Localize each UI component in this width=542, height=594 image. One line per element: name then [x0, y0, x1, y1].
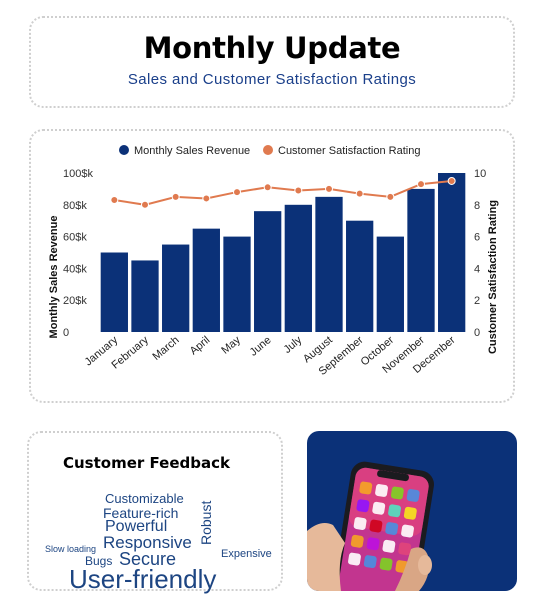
- bar: [346, 220, 374, 332]
- legend-label-satisfaction: Customer Satisfaction Rating: [278, 145, 420, 157]
- x-tick-label: June: [248, 334, 274, 359]
- header-card: Monthly Update Sales and Customer Satisf…: [29, 16, 515, 108]
- x-tick-label: May: [219, 334, 243, 357]
- y-tick-label-right: 0: [474, 327, 480, 339]
- bar: [407, 188, 435, 332]
- bar: [254, 211, 282, 332]
- bar: [376, 236, 404, 332]
- y-axis-left: 0 20$k 40$k 60$k 80$k 100$k: [63, 168, 93, 339]
- y-tick-label-right: 2: [474, 295, 480, 307]
- chart-legend: Monthly Sales Revenue Customer Satisfact…: [119, 145, 420, 157]
- word-responsive: Responsive: [103, 533, 192, 552]
- bar: [192, 228, 220, 332]
- line-point: [233, 188, 241, 197]
- bar: [223, 236, 251, 332]
- bar: [438, 173, 466, 332]
- word-robust: Robust: [198, 500, 214, 545]
- legend-marker-satisfaction: [263, 145, 273, 155]
- word-powerful: Powerful: [105, 518, 168, 535]
- bar: [162, 244, 190, 332]
- y-tick-label-right: 4: [474, 263, 480, 275]
- line-point: [355, 189, 364, 198]
- y-tick-label-right: 8: [474, 200, 480, 212]
- bar: [284, 204, 312, 332]
- word-bugs: Bugs: [85, 554, 113, 568]
- x-tick-label: April: [188, 334, 213, 357]
- x-tick-label: July: [282, 334, 305, 356]
- bar: [100, 252, 128, 332]
- line-point: [171, 192, 180, 201]
- line-point: [447, 176, 456, 185]
- y-axis-right: 0 2 4 6 8 10: [474, 168, 486, 339]
- chart-card: Monthly Sales Revenue Customer Satisfact…: [29, 129, 515, 403]
- y-tick-label-right: 6: [474, 232, 480, 244]
- x-tick-label: March: [150, 334, 181, 363]
- combo-chart: Monthly Sales Revenue Customer Satisfact…: [48, 145, 499, 378]
- word-expensive: Expensive: [221, 548, 272, 560]
- phone-image-card: [307, 431, 517, 591]
- line-point: [141, 200, 149, 209]
- word-secure: Secure: [119, 549, 177, 569]
- feedback-card: Customer Feedback Customizable Feature-r…: [27, 431, 283, 594]
- page-subtitle: Sales and Customer Satisfaction Ratings: [127, 71, 417, 88]
- bar-series: [100, 173, 466, 332]
- line-point: [386, 192, 395, 201]
- legend-label-sales: Monthly Sales Revenue: [134, 145, 250, 157]
- y-axis-label-left: Monthly Sales Revenue: [48, 216, 60, 339]
- word-customizable: Customizable: [105, 491, 184, 506]
- legend-marker-sales: [119, 145, 129, 155]
- y-tick-label-right: 10: [474, 168, 486, 180]
- feedback-title: Customer Feedback: [63, 454, 230, 472]
- word-user-friendly: User-friendly: [69, 564, 217, 594]
- page-title: Monthly Update: [143, 31, 401, 65]
- line-series: [110, 176, 456, 209]
- bar: [315, 196, 343, 332]
- hand-holding-smartphone-icon: [307, 461, 434, 591]
- word-slow-loading: Slow loading: [45, 544, 97, 554]
- y-tick-label-left: 40$k: [63, 263, 87, 275]
- y-tick-label-left: 80$k: [63, 200, 87, 212]
- y-tick-label-left: 60$k: [63, 232, 87, 244]
- y-axis-label-right: Customer Satisfaction Rating: [487, 200, 499, 354]
- line-point: [417, 180, 425, 189]
- line-point: [263, 183, 272, 192]
- y-tick-label-left: 100$k: [63, 168, 93, 180]
- bar: [131, 260, 159, 332]
- y-tick-label-left: 0: [63, 327, 69, 339]
- line-point: [294, 186, 303, 195]
- word-feature-rich: Feature-rich: [103, 505, 179, 521]
- line-point: [325, 184, 333, 193]
- satisfaction-line: [114, 179, 452, 206]
- line-point: [202, 194, 211, 203]
- y-tick-label-left: 20$k: [63, 295, 87, 307]
- line-point: [110, 196, 119, 205]
